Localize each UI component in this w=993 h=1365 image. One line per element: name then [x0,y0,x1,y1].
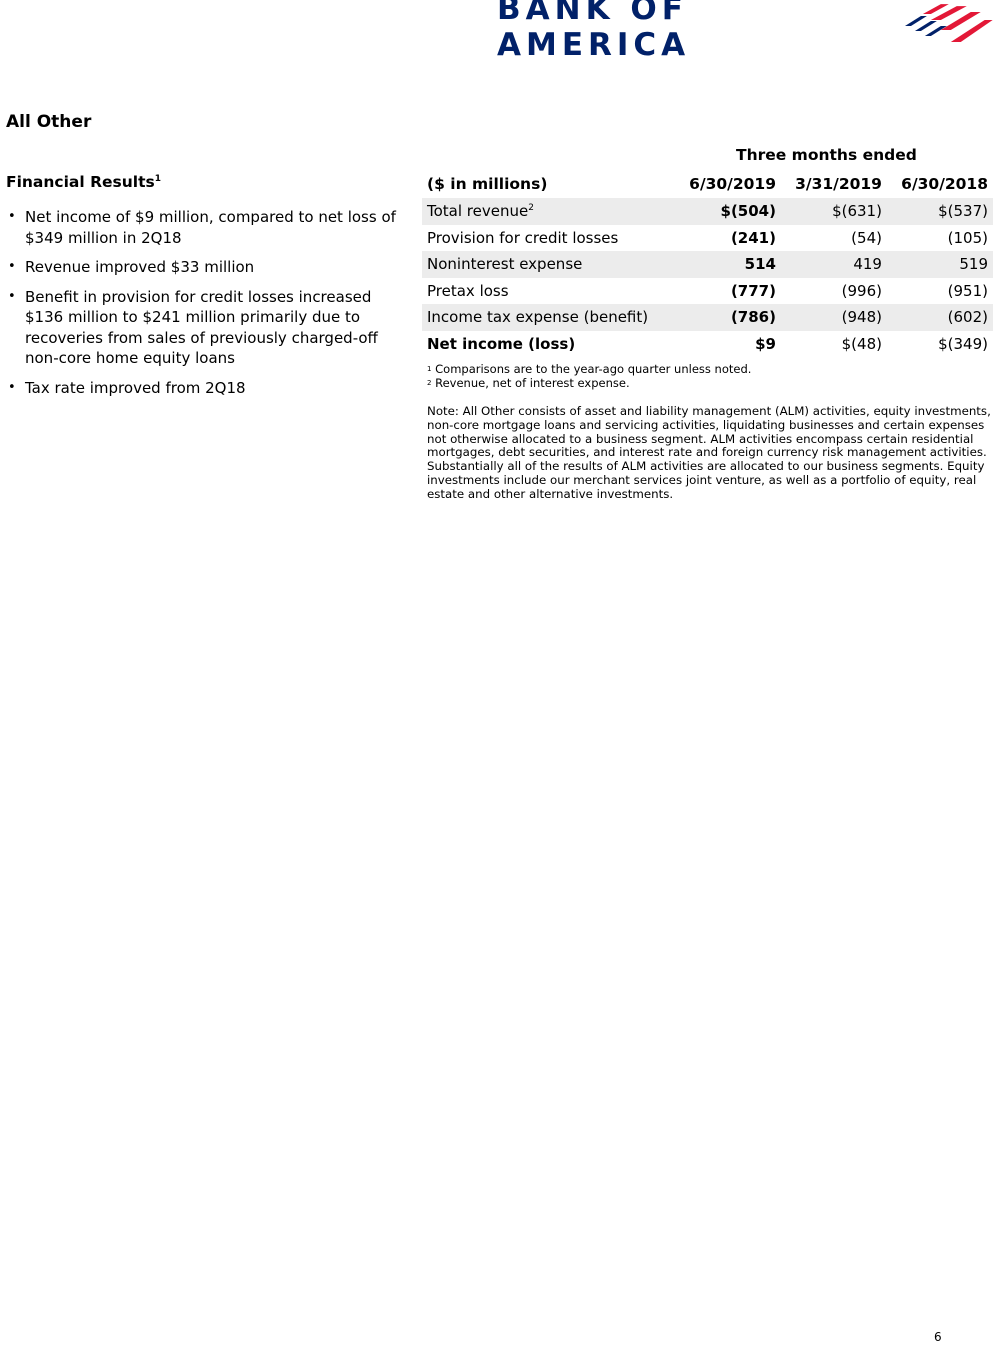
cell-value: (241) [730,228,776,247]
cell-value: 514 [675,251,781,278]
cell-value: $(631) [780,198,887,225]
flagscape-icon [905,4,993,42]
page-number: 6 [934,1330,942,1344]
cell-value: (951) [947,281,988,300]
footnote: 2 Revenue, net of interest expense. [427,376,751,390]
column-header: 3/31/2019 [795,175,882,193]
cell-value: 419 [780,251,887,278]
cell-value: (777) [730,281,776,300]
cell-value: $9 [755,334,776,353]
column-header: 6/30/2018 [901,175,988,193]
row-label-text: Net income (loss) [427,334,576,353]
row-label-text: Total revenue [427,202,529,221]
cell-value: (105) [947,228,988,247]
row-label: Pretax loss [422,278,675,305]
cell-value: 519 [886,251,993,278]
cell-value: $(349) [938,334,988,353]
row-label: Noninterest expense [422,251,675,278]
cell-value: (786) [675,304,781,331]
footnotes: 1 Comparisons are to the year-ago quarte… [427,362,751,390]
column-header: 6/30/2019 [689,175,776,193]
table-row: Provision for credit losses (241) (54) (105… [422,225,993,252]
row-label: Total revenue2 [422,198,675,225]
footnote: 1 Comparisons are to the year-ago quarte… [427,362,751,376]
table-row: Total revenue2 $(504) $(631) $(537) [422,198,993,225]
table-row: Pretax loss (777) (996) (951) [422,278,993,305]
row-label-text: Income tax expense (benefit) [427,308,649,327]
table-header-row: ($ in millions) 6/30/2019 3/31/2019 6/30… [422,170,993,198]
footnote-text: Comparisons are to the year-ago quarter … [435,362,752,376]
footnote-mark: 2 [528,203,534,214]
table-super-header: Three months ended [736,146,917,164]
bullet-item: Net income of $9 million, compared to ne… [6,207,411,248]
financial-results-title: Financial Results1 [6,173,161,191]
section-title: All Other [6,112,92,132]
cell-value: $(504) [675,198,781,225]
row-label-text: Provision for credit losses [427,228,619,247]
logo-text: BANK OF AMERICA [497,0,691,63]
row-label-text: Pretax loss [427,281,509,300]
financial-table: ($ in millions) 6/30/2019 3/31/2019 6/30… [422,170,993,357]
bank-of-america-logo: BANK OF AMERICA [497,0,993,63]
footnote-mark: 1 [427,365,432,373]
footnote-mark: 1 [154,173,162,184]
cell-value: (54) [851,228,882,247]
note-text: Note: All Other consists of asset and li… [427,404,991,501]
financial-results-title-text: Financial Results [6,173,155,191]
cell-value: (602) [886,304,993,331]
row-label: Net income (loss) [422,331,675,358]
row-label: Income tax expense (benefit) [422,304,675,331]
cell-value: $(48) [841,334,882,353]
cell-value: $(537) [886,198,993,225]
table-row: Noninterest expense 514 419 519 [422,251,993,278]
financial-results-bullets: Net income of $9 million, compared to ne… [6,207,411,407]
bullet-item: Tax rate improved from 2Q18 [6,378,411,399]
cell-value: (948) [780,304,887,331]
table-row: Income tax expense (benefit) (786) (948) (6… [422,304,993,331]
cell-value: (996) [841,281,882,300]
bullet-item: Revenue improved $33 million [6,257,411,278]
bullet-item: Benefit in provision for credit losses i… [6,287,411,369]
footnote-text: Revenue, net of interest expense. [435,376,630,390]
column-header: ($ in millions) [427,175,548,193]
row-label-text: Noninterest expense [427,255,583,274]
footnote-mark: 2 [427,379,432,387]
table-row: Net income (loss) $9 $(48) $(349) [422,331,993,358]
row-label: Provision for credit losses [422,225,675,252]
